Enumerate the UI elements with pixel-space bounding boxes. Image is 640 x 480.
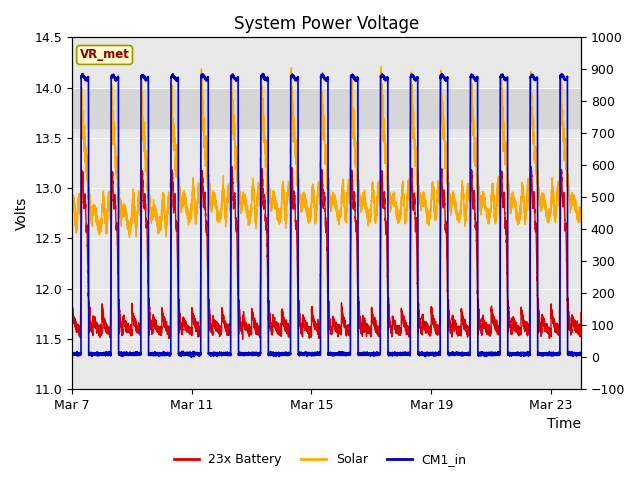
Solar [577,208,585,214]
Legend: 23x Battery, Solar, CM1_in: 23x Battery, Solar, CM1_in [168,448,472,471]
CM1_in [577,350,585,356]
Line: CM1_in: CM1_in [72,73,581,358]
Solar [445,194,453,200]
Solar [377,64,385,70]
CM1_in [473,77,481,83]
Solar [473,165,481,170]
23x Battery [473,242,481,248]
23x Battery [228,164,236,169]
CM1_in [94,349,102,355]
CM1_in [392,351,399,357]
23x Battery [392,323,399,329]
Solar [369,190,377,195]
23x Battery [94,327,102,333]
23x Battery [239,336,246,342]
23x Battery [68,305,76,311]
Bar [72,87,581,128]
Solar [94,223,102,229]
Line: Solar: Solar [72,67,581,238]
Title: System Power Voltage: System Power Voltage [234,15,419,33]
CM1_in [369,352,377,358]
CM1_in [445,352,453,358]
CM1_in [319,71,326,76]
CM1_in [253,351,260,357]
23x Battery [253,323,260,329]
X-axis label: Time: Time [547,418,581,432]
CM1_in [188,355,195,360]
Line: 23x Battery: 23x Battery [72,167,581,339]
CM1_in [68,350,76,356]
23x Battery [577,310,585,316]
Solar [125,235,133,240]
23x Battery [369,315,377,321]
Solar [392,202,399,207]
Solar [253,214,260,219]
Y-axis label: Volts: Volts [15,196,29,230]
23x Battery [445,316,453,322]
Solar [68,215,76,220]
Text: VR_met: VR_met [79,48,129,61]
